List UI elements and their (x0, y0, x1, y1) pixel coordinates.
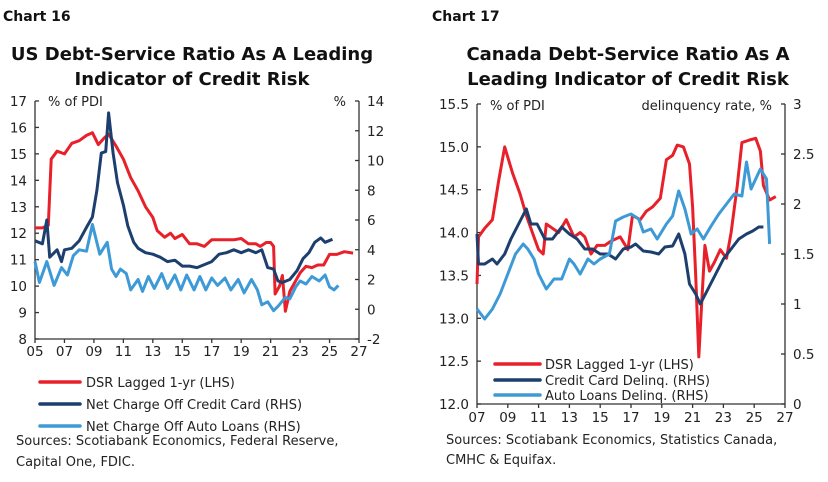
chart17-left-tick-label: 12.0 (439, 397, 469, 413)
chart16-left-tick-label: 8 (18, 332, 27, 348)
chart17-right-tick-label: 2 (793, 197, 802, 213)
chart16-left-tick-label: 14 (10, 173, 27, 189)
chart16-source-line2: Capital One, FDIC. (16, 455, 135, 470)
chart16-legend-label-credit: Net Charge Off Credit Card (RHS) (86, 398, 302, 413)
chart17-x-tick-label: 11 (530, 410, 547, 426)
chart17-x-tick-label: 13 (561, 410, 578, 426)
chart17-x-tick-label: 21 (684, 410, 701, 426)
chart17-right-tick-label: 2.5 (793, 147, 814, 163)
chart16-x-tick-label: 23 (291, 344, 308, 360)
chart17-left-axis-label: % of PDI (490, 99, 545, 114)
chart17-x-tick-label: 27 (776, 410, 793, 426)
chart17-x-tick-label: 15 (592, 410, 609, 426)
chart16-x-tick-label: 11 (115, 344, 132, 360)
chart17-right-tick-label: 0.5 (793, 347, 814, 363)
chart16-legend-label-dsr: DSR Lagged 1-yr (LHS) (86, 376, 235, 391)
chart16-right-tick-label: 8 (367, 183, 376, 199)
chart16-right-tick-label: 0 (367, 302, 376, 318)
chart16-legend-label-auto: Net Charge Off Auto Loans (RHS) (86, 420, 301, 435)
chart16-x-tick-label: 21 (262, 344, 279, 360)
chart16-number: Chart 16 (3, 9, 71, 25)
chart17-left-tick-label: 12.5 (439, 354, 469, 370)
chart16-title-line2: Indicator of Credit Risk (75, 69, 311, 90)
chart17-left-tick-label: 15.5 (439, 97, 469, 113)
chart16-left-tick-label: 15 (10, 147, 27, 163)
chart17-legend-label-auto: Auto Loans Delinq. (RHS) (545, 389, 709, 404)
chart17-right-axis-label: delinquency rate, % (642, 99, 772, 114)
chart17-source-line1: Sources: Scotiabank Economics, Statistic… (446, 433, 777, 448)
chart16-left-tick-label: 16 (10, 120, 27, 136)
chart17-x-tick-label: 17 (622, 410, 639, 426)
chart17-right-tick-label: 3 (793, 97, 802, 113)
chart16-left-tick-label: 11 (10, 253, 27, 269)
chart16-x-tick-label: 19 (233, 344, 250, 360)
chart16-left-tick-label: 10 (10, 279, 27, 295)
chart16-x-tick-label: 15 (174, 344, 191, 360)
chart16-left-tick-label: 12 (10, 226, 27, 242)
chart16-title-line1: US Debt-Service Ratio As A Leading (11, 44, 373, 65)
chart16-x-tick-label: 27 (350, 344, 367, 360)
chart17-left-tick-label: 13.5 (439, 268, 469, 284)
chart16-source-line1: Sources: Scotiabank Economics, Federal R… (16, 434, 339, 449)
chart16-left-tick-label: 13 (10, 200, 27, 216)
chart17-series-auto-line (475, 160, 772, 321)
chart17-left-tick-label: 15.0 (439, 140, 469, 156)
chart16-right-tick-label: 14 (367, 94, 384, 110)
chart17-legend-label-dsr: DSR Lagged 1-yr (LHS) (545, 358, 694, 373)
chart16-right-tick-label: 10 (367, 154, 384, 170)
chart17-x-tick-label: 19 (653, 410, 670, 426)
chart17-x-tick-label: 09 (499, 410, 516, 426)
chart17-source-line2: CMHC & Equifax. (446, 453, 556, 468)
chart16-left-axis-label: % of PDI (48, 95, 103, 110)
chart17-x-tick-label: 25 (746, 410, 763, 426)
chart16-right-tick-label: 2 (367, 273, 376, 289)
chart16-series-credit-line (34, 111, 334, 284)
chart17-right-tick-label: 1 (793, 297, 802, 313)
chart16-x-tick-label: 05 (26, 344, 43, 360)
chart17-left-tick-label: 13.0 (439, 311, 469, 327)
chart16-series-dsr-line (35, 131, 354, 313)
chart16-left-tick-label: 17 (10, 94, 27, 110)
chart17-right-tick-label: 1.5 (793, 247, 814, 263)
chart16-series-auto-line (33, 223, 340, 313)
chart16-left-tick-label: 9 (18, 306, 27, 322)
chart16-right-tick-label: 12 (367, 124, 384, 140)
chart16-x-tick-label: 07 (56, 344, 73, 360)
chart16-x-tick-label: 25 (321, 344, 338, 360)
chart17-number: Chart 17 (432, 9, 500, 25)
chart17-legend-label-credit: Credit Card Delinq. (RHS) (545, 374, 710, 389)
chart17-title-line2: Leading Indicator of Credit Risk (467, 69, 790, 90)
chart16-x-tick-label: 13 (144, 344, 161, 360)
chart16-right-tick-label: -2 (367, 332, 380, 348)
chart17-x-tick-label: 07 (468, 410, 485, 426)
chart17-series-credit-line (475, 207, 764, 306)
chart17-x-tick-label: 23 (715, 410, 732, 426)
chart17-left-tick-label: 14.0 (439, 226, 469, 242)
chart16-right-axis-label: % (334, 95, 346, 110)
chart17-right-tick-label: 0 (793, 397, 802, 413)
chart16-x-tick-label: 17 (203, 344, 220, 360)
chart17-title-line1: Canada Debt-Service Ratio As A (466, 44, 789, 65)
chart16-right-tick-label: 6 (367, 213, 376, 229)
chart16-x-tick-label: 09 (85, 344, 102, 360)
chart16-right-tick-label: 4 (367, 243, 376, 259)
chart17-left-tick-label: 14.5 (439, 183, 469, 199)
